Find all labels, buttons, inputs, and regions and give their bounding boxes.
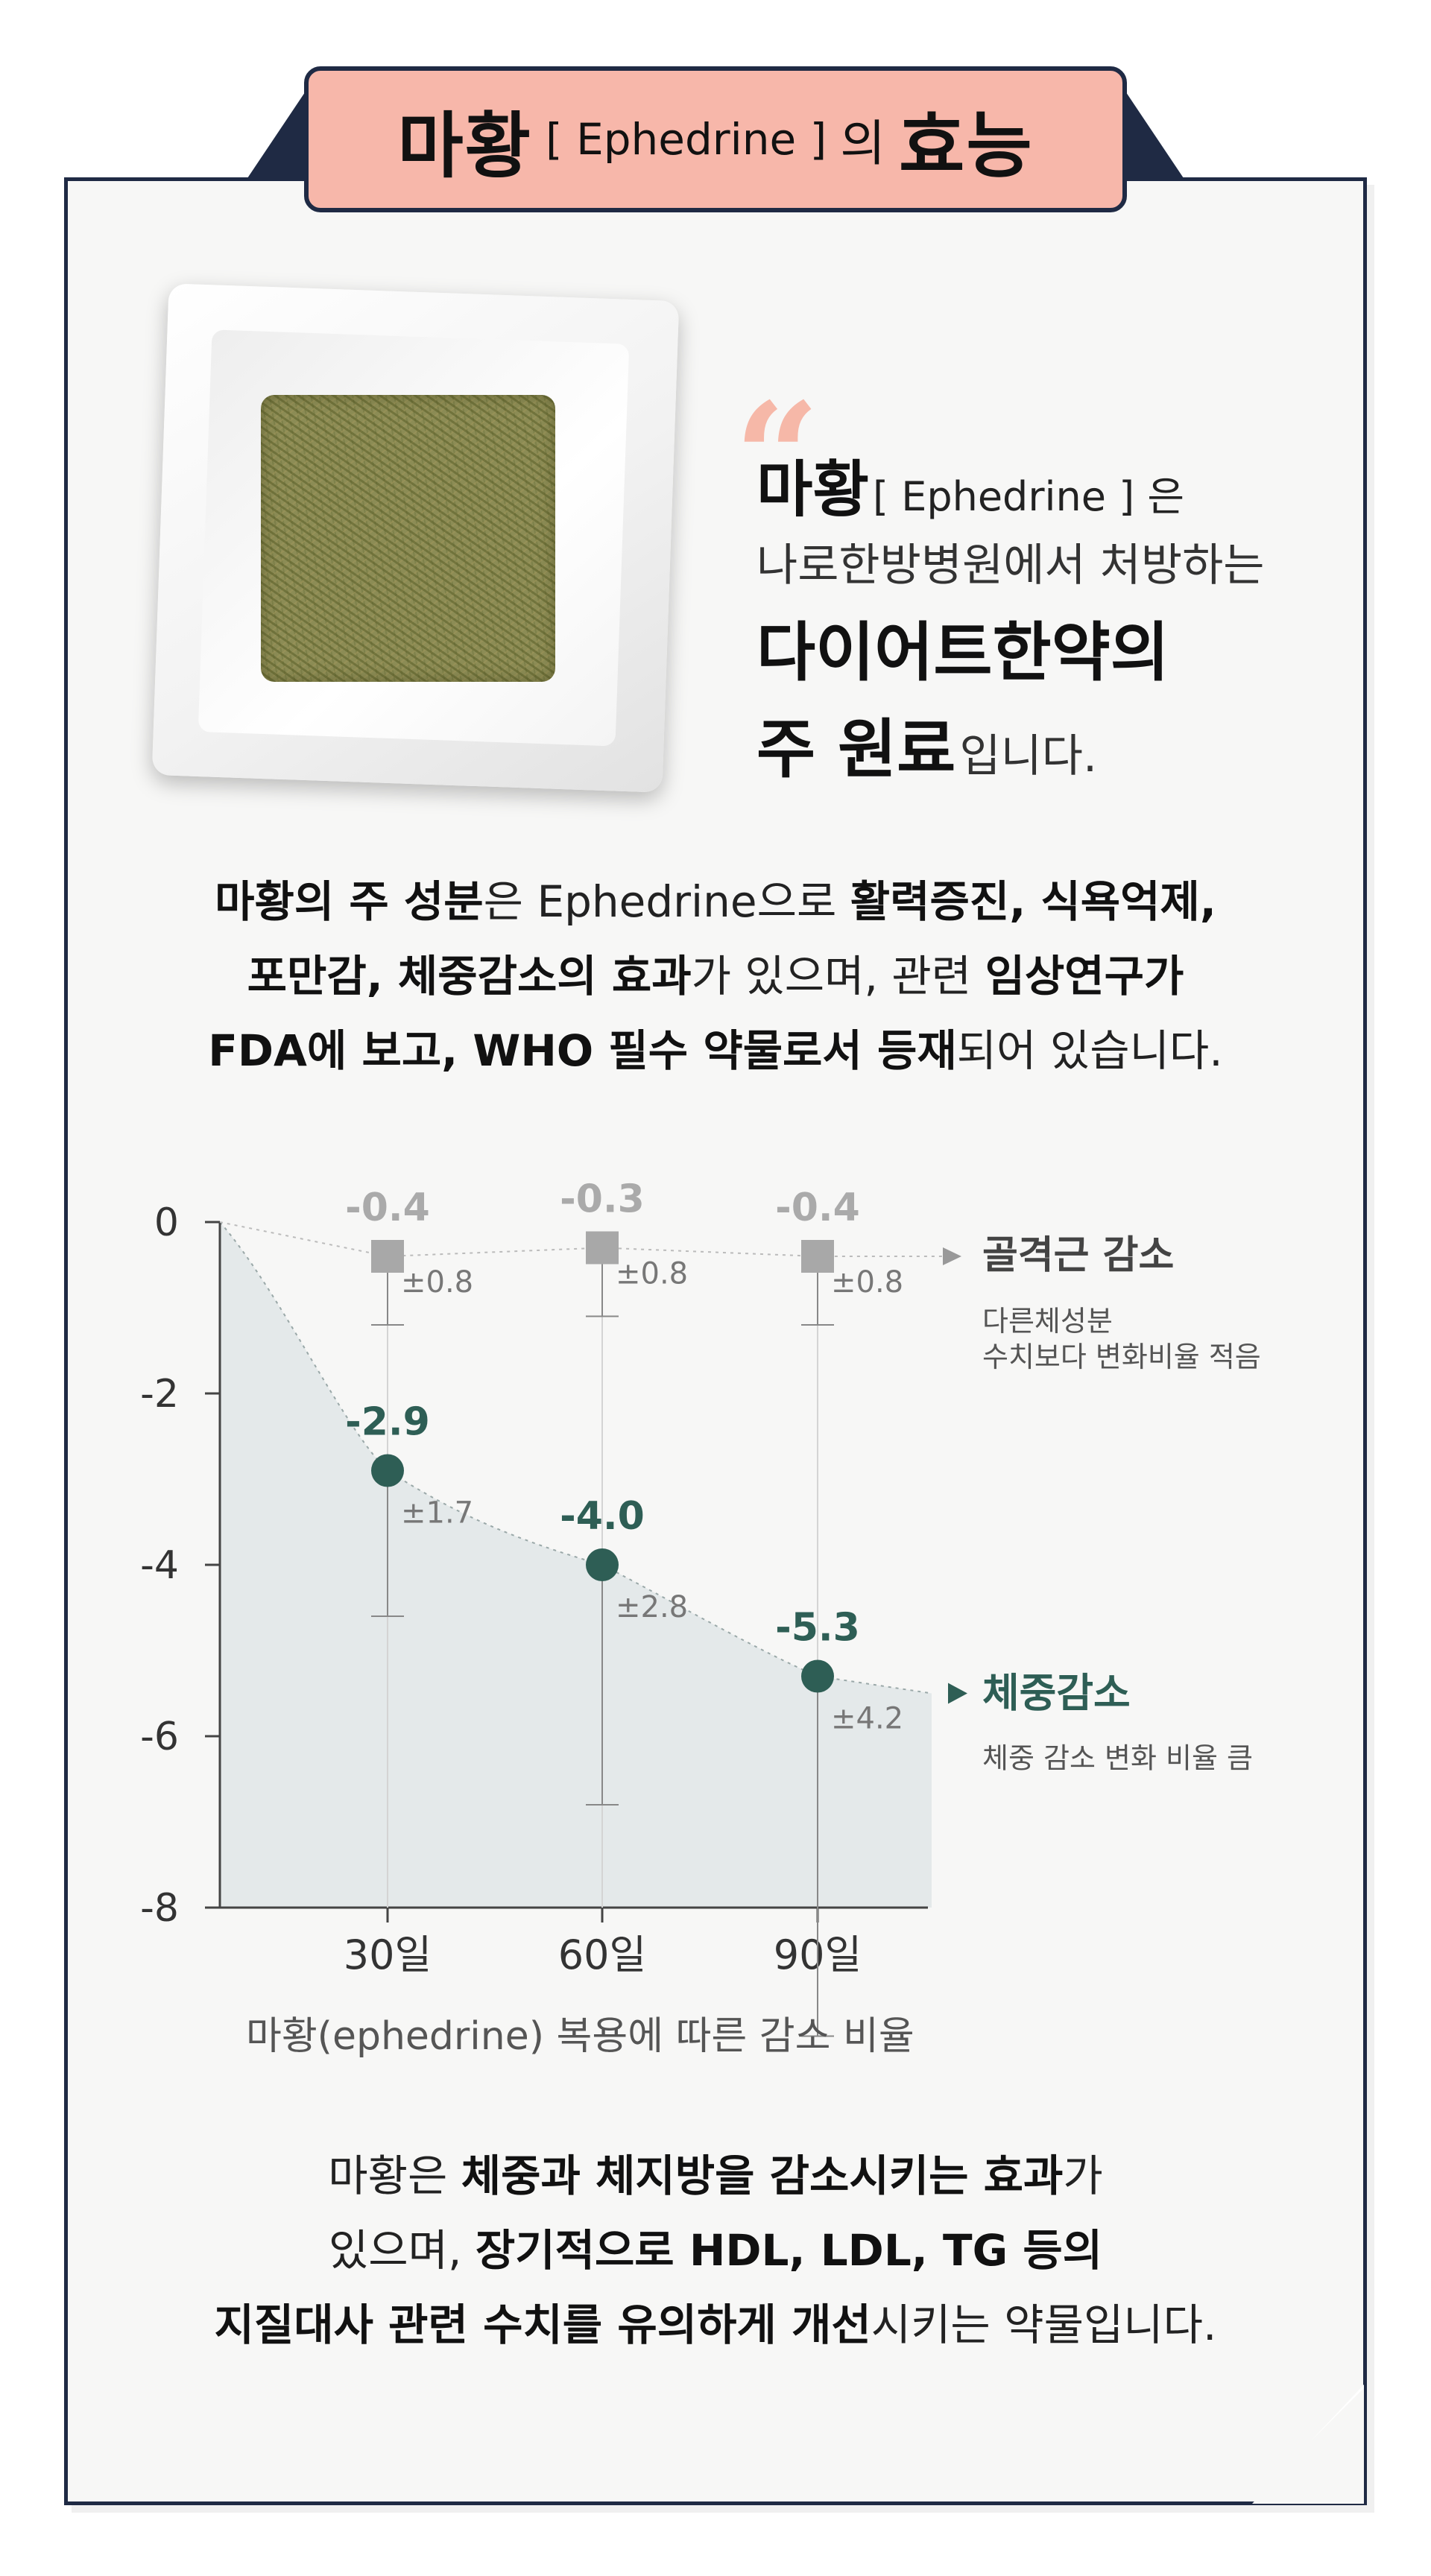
text-segment: 있으며, [328,2225,476,2276]
error-label: ±0.8 [616,1257,688,1291]
y-tick-label: 0 [154,1200,179,1245]
text-segment: 임상연구가 [985,951,1184,1001]
text-segment: 되어 있습니다. [956,1025,1223,1076]
intro-paragraph: 마황의 주 성분은 Ephedrine으로 활력증진, 식욕억제, 포만감, 체… [89,864,1342,1088]
text-segment: 체중과 체지방을 감소시키는 효과 [461,2151,1064,2201]
skeletal-marker [586,1231,619,1265]
text-segment: 은 Ephedrine으로 [483,876,850,927]
page-title: 마황 [ Ephedrine ] 의 효능 [304,66,1127,212]
x-tick-label: 30일 [344,1931,432,1978]
title-particle: 의 [840,115,885,172]
quote-line-3: 다이어트한약의 [756,615,1169,690]
series-note-skeletal-2: 수치보다 변화비율 적음 [982,1341,1261,1373]
summary-line: 있으며, 장기적으로 HDL, LDL, TG 등의 [89,2213,1342,2288]
text-segment: FDA에 보고, WHO 필수 약물로서 등재 [208,1025,957,1076]
weight-loss-trend-line [219,1221,932,1694]
data-label: -0.3 [560,1177,645,1222]
skeletal-marker [371,1240,404,1273]
summary-paragraph: 마황은 체중과 체지방을 감소시키는 효과가 있으며, 장기적으로 HDL, L… [89,2139,1342,2362]
error-label: ±0.8 [831,1265,903,1300]
y-tick-label: -4 [140,1543,179,1588]
intro-line: 포만감, 체중감소의 효과가 있으며, 관련 임상연구가 [89,939,1342,1013]
weight-marker [371,1454,404,1487]
data-label: -4.0 [560,1494,645,1539]
ephedra-herb-image [261,395,555,682]
series-name-skeletal: 골격근 감소 [982,1233,1174,1278]
error-label: ±4.2 [831,1702,903,1736]
weight-loss-area [220,1222,932,1908]
skeletal-muscle-line [219,1221,943,1258]
summary-line: 마황은 체중과 체지방을 감소시키는 효과가 [89,2139,1342,2213]
text-segment: 마황의 주 성분 [215,876,484,927]
series-name-weight: 체중감소 [982,1670,1131,1717]
text-segment: 시키는 약물입니다. [871,2300,1217,2350]
text-segment: 가 있으며, 관련 [691,951,985,1001]
quote-line-4: 주 원료 입니다. [756,712,1098,787]
title-main: 마황 [397,104,532,188]
title-end: 효능 [899,104,1034,188]
weight-marker [801,1659,834,1693]
text-segment: 가 [1063,2151,1103,2201]
skeletal-marker [801,1240,834,1273]
data-label: -5.3 [775,1606,860,1651]
series-note-weight: 체중 감소 변화 비율 큼 [982,1742,1253,1775]
title-bracket: [ Ephedrine ] [546,114,827,165]
text-segment: 장기적으로 HDL, LDL, TG 등의 [475,2225,1103,2276]
quote-line-1: 마황 [ Ephedrine ] 은 [756,455,1185,525]
y-tick-label: -6 [140,1715,179,1759]
summary-line: 지질대사 관련 수치를 유의하게 개선시키는 약물입니다. [89,2288,1342,2362]
quote-mark-icon: “ [734,370,821,545]
y-tick-label: -8 [140,1886,179,1931]
chart-x-caption: 마황(ephedrine) 복용에 따른 감소 비율 [246,2014,914,2059]
text-segment: 활력증진, 식욕억제, [850,876,1216,927]
data-label: -2.9 [345,1400,430,1445]
error-label: ±1.7 [401,1496,473,1531]
text-segment: 포만감, 체중감소의 효과 [247,951,692,1001]
intro-line: 마황의 주 성분은 Ephedrine으로 활력증진, 식욕억제, [89,864,1342,939]
data-label: -0.4 [775,1186,860,1230]
weight-arrow-icon [948,1683,967,1704]
intro-line: FDA에 보고, WHO 필수 약물로서 등재되어 있습니다. [89,1013,1342,1088]
data-label: -0.4 [345,1186,430,1230]
text-segment: 마황은 [328,2151,461,2201]
error-label: ±0.8 [401,1265,473,1300]
quote-line-2: 나로한방병원에서 처방하는 [756,539,1265,592]
error-label: ±2.8 [616,1590,688,1624]
text-segment: 지질대사 관련 수치를 유의하게 개선 [214,2300,871,2350]
series-note-skeletal-1: 다른체성분 [982,1305,1113,1338]
x-tick-label: 60일 [558,1931,646,1978]
y-tick-label: -2 [140,1372,179,1417]
weight-marker [586,1548,619,1581]
skeletal-arrow-icon [943,1247,961,1265]
